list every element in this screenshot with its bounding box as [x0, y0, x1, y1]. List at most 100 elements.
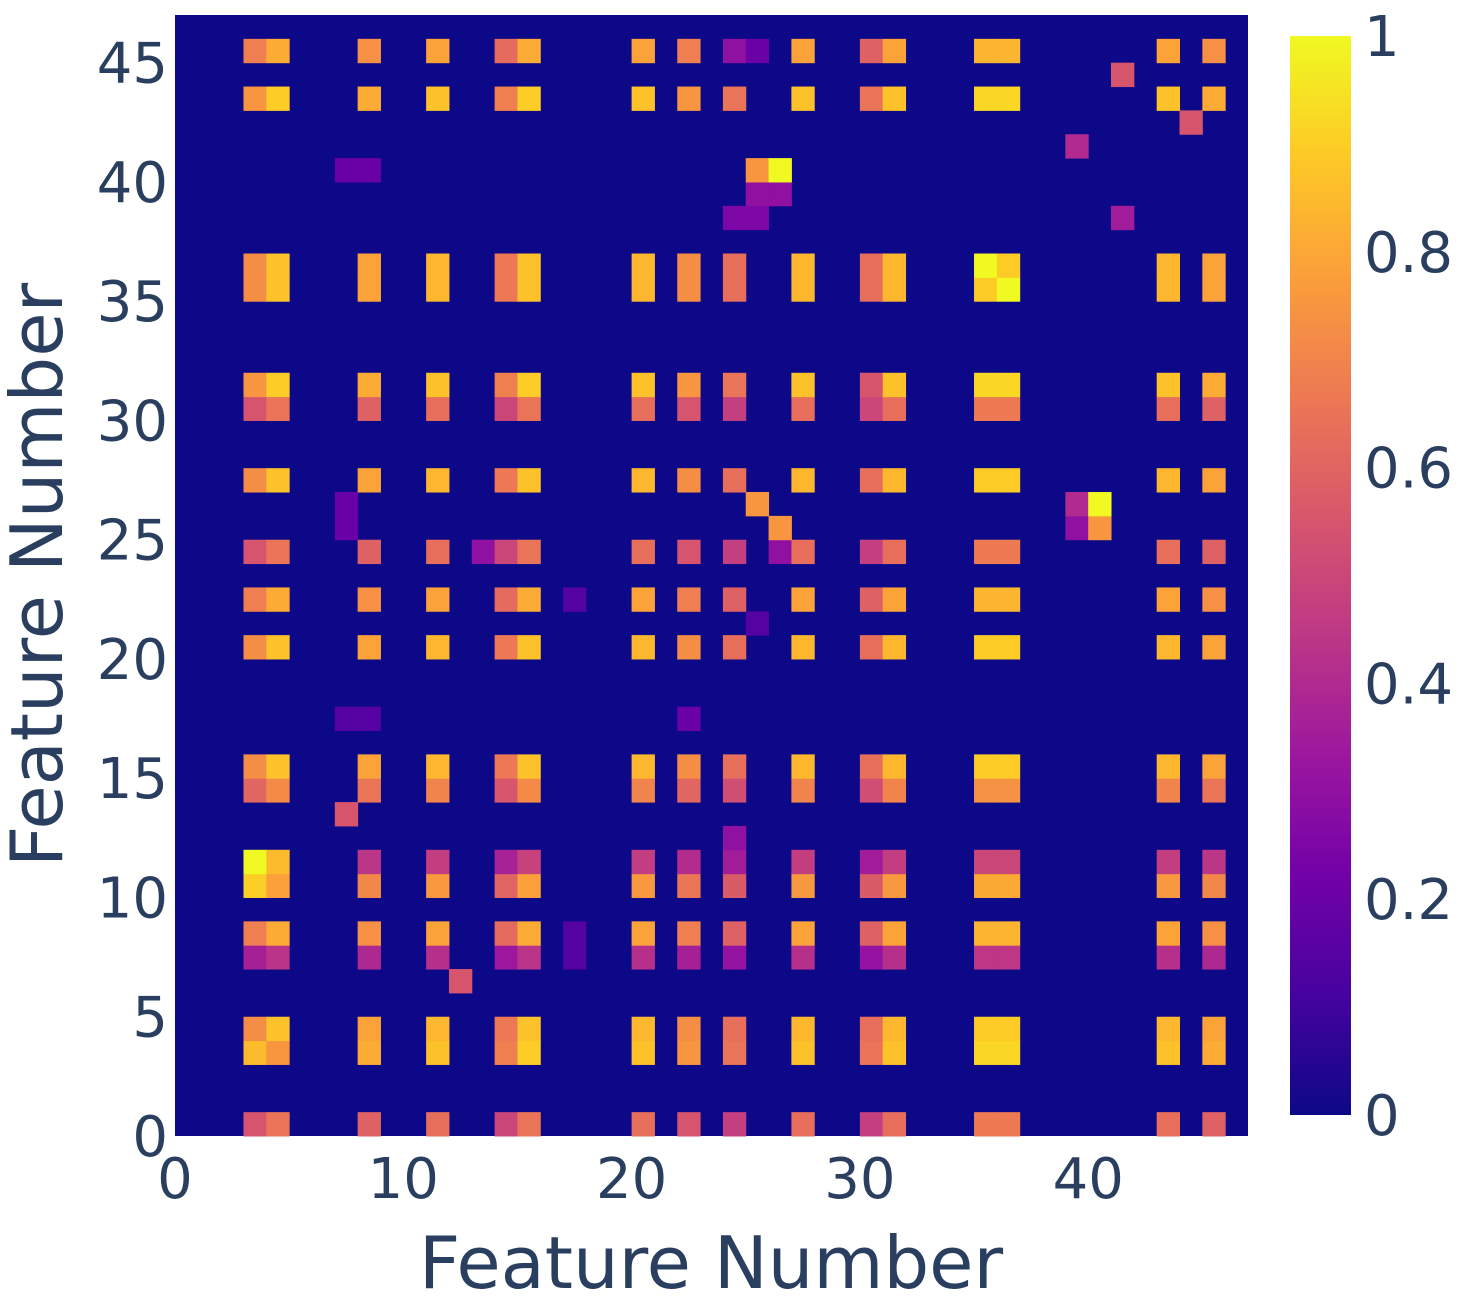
heatmap-cell: [677, 1017, 700, 1041]
heatmap-cell: [1157, 373, 1180, 397]
heatmap-cell: [791, 874, 814, 898]
heatmap-cell: [677, 468, 700, 492]
heatmap-cell: [1202, 778, 1225, 802]
heatmap-cell: [1202, 277, 1225, 301]
heatmap-cell: [974, 254, 997, 278]
heatmap-cell: [1202, 1041, 1225, 1065]
heatmap-cell: [243, 87, 266, 111]
heatmap-cell: [426, 921, 449, 945]
heatmap-cell: [266, 373, 289, 397]
heatmap-cell: [517, 754, 540, 778]
heatmap-cell: [746, 206, 769, 230]
heatmap-cell: [266, 39, 289, 63]
heatmap-cell: [974, 587, 997, 611]
heatmap-cell: [883, 468, 906, 492]
heatmap-cell: [974, 397, 997, 421]
heatmap-cell: [883, 540, 906, 564]
heatmap-cell: [791, 254, 814, 278]
heatmap-cell: [358, 254, 381, 278]
heatmap-cell: [723, 778, 746, 802]
heatmap-cell: [883, 254, 906, 278]
heatmap-cell: [1157, 277, 1180, 301]
heatmap-cell: [860, 1041, 883, 1065]
heatmap-cell: [860, 397, 883, 421]
heatmap-cell: [677, 540, 700, 564]
heatmap-cell: [860, 921, 883, 945]
y-tick-label: 10: [97, 867, 168, 932]
heatmap-cell: [517, 1112, 540, 1136]
x-tick-label: 20: [596, 1147, 667, 1212]
heatmap-cell: [1157, 874, 1180, 898]
heatmap-cell: [266, 635, 289, 659]
heatmap-cell: [723, 206, 746, 230]
heatmap-cell: [677, 373, 700, 397]
heatmap-cell: [677, 850, 700, 874]
x-axis-title: Feature Number: [419, 1221, 1004, 1298]
heatmap-cell: [426, 1017, 449, 1041]
heatmap-cell: [997, 850, 1020, 874]
heatmap-cell: [883, 874, 906, 898]
heatmap-cell: [974, 277, 997, 301]
heatmap-cell: [677, 1112, 700, 1136]
heatmap-cell: [632, 1041, 655, 1065]
heatmap-cell: [974, 778, 997, 802]
heatmap-cell: [358, 874, 381, 898]
heatmap-cell: [723, 39, 746, 63]
heatmap-cell: [266, 778, 289, 802]
heatmap-cell: [1180, 110, 1203, 134]
heatmap-cell: [266, 87, 289, 111]
heatmap-cell: [266, 540, 289, 564]
heatmap-cell: [883, 87, 906, 111]
heatmap-cell: [997, 468, 1020, 492]
heatmap-cell: [472, 540, 495, 564]
heatmap-cell: [791, 778, 814, 802]
heatmap-cell: [883, 921, 906, 945]
y-tick-label: 0: [132, 1105, 168, 1170]
heatmap-cell: [495, 635, 518, 659]
heatmap-cell: [1202, 754, 1225, 778]
heatmap-cell: [495, 587, 518, 611]
heatmap-cell: [517, 587, 540, 611]
colorbar-tick-label: 0: [1364, 1084, 1400, 1149]
heatmap-cell: [426, 850, 449, 874]
heatmap-cell: [974, 754, 997, 778]
heatmap-cell: [426, 587, 449, 611]
heatmap-cell: [517, 468, 540, 492]
heatmap-cell: [517, 945, 540, 969]
heatmap-cell: [860, 850, 883, 874]
heatmap-cell: [1202, 945, 1225, 969]
heatmap-cell: [677, 397, 700, 421]
heatmap-cell: [723, 540, 746, 564]
heatmap-cell: [358, 468, 381, 492]
heatmap-cell: [517, 397, 540, 421]
heatmap-cell: [791, 850, 814, 874]
y-tick-label: 45: [97, 32, 168, 97]
heatmap-cell: [1202, 540, 1225, 564]
heatmap-cell: [723, 1041, 746, 1065]
heatmap-cell: [769, 540, 792, 564]
heatmap-cell: [1157, 754, 1180, 778]
heatmap-cell: [358, 158, 381, 182]
y-tick-label: 5: [132, 986, 168, 1051]
heatmap-cell: [677, 39, 700, 63]
heatmap-cell: [746, 611, 769, 635]
heatmap-cell: [1202, 39, 1225, 63]
heatmap-cell: [974, 87, 997, 111]
heatmap-cell: [974, 635, 997, 659]
heatmap-cell: [791, 540, 814, 564]
heatmap-cell: [1202, 850, 1225, 874]
heatmap-cell: [860, 635, 883, 659]
heatmap-cell: [1111, 63, 1134, 87]
heatmap-cell: [791, 1017, 814, 1041]
heatmap-cell: [997, 254, 1020, 278]
heatmap-cell: [632, 277, 655, 301]
heatmap-cell: [1202, 587, 1225, 611]
heatmap-cell: [517, 277, 540, 301]
heatmap-cell: [243, 468, 266, 492]
heatmap-cell: [1157, 1041, 1180, 1065]
heatmap-cell: [1202, 397, 1225, 421]
heatmap-cell: [974, 540, 997, 564]
heatmap-cell: [791, 397, 814, 421]
heatmap-cell: [358, 277, 381, 301]
